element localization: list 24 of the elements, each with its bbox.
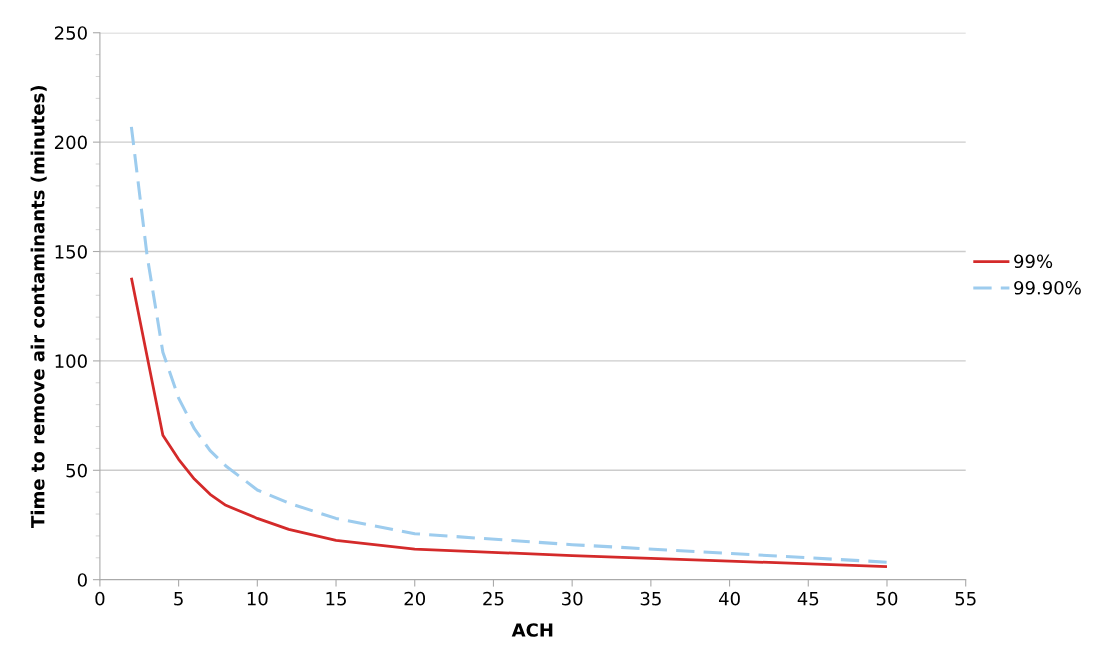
y-tick-label: 50 — [66, 463, 87, 478]
line-series — [129, 125, 889, 564]
y-tick-label: 250 — [54, 26, 87, 40]
x-tick-label: 45 — [797, 592, 819, 606]
x-tick-label: 35 — [640, 591, 661, 606]
x-axis-title: ACH — [511, 623, 553, 637]
y-tick-label: 0 — [77, 573, 87, 587]
x-tick-label: 25 — [483, 591, 504, 606]
legend-label: 99% — [1014, 254, 1053, 269]
x-tick-label: 50 — [876, 591, 898, 606]
y-tick-label: 150 — [55, 244, 87, 259]
y-tick-label: 200 — [54, 135, 87, 150]
x-tick-label: 30 — [562, 591, 583, 606]
x-tick-label: 0 — [95, 591, 105, 606]
x-tick-label: 20 — [404, 591, 426, 606]
x-tick-label: 15 — [326, 592, 346, 606]
y-tick-label: 100 — [55, 354, 87, 369]
legend-label: 99.90% — [1014, 280, 1081, 295]
x-tick-label: 10 — [247, 591, 268, 606]
y-axis-title: Time to remove air contaminants (minutes) — [30, 85, 47, 528]
x-tick-label: 55 — [955, 592, 976, 606]
x-tick-label: 5 — [174, 592, 183, 606]
line-series — [129, 276, 889, 568]
x-tick-label: 40 — [718, 591, 740, 606]
